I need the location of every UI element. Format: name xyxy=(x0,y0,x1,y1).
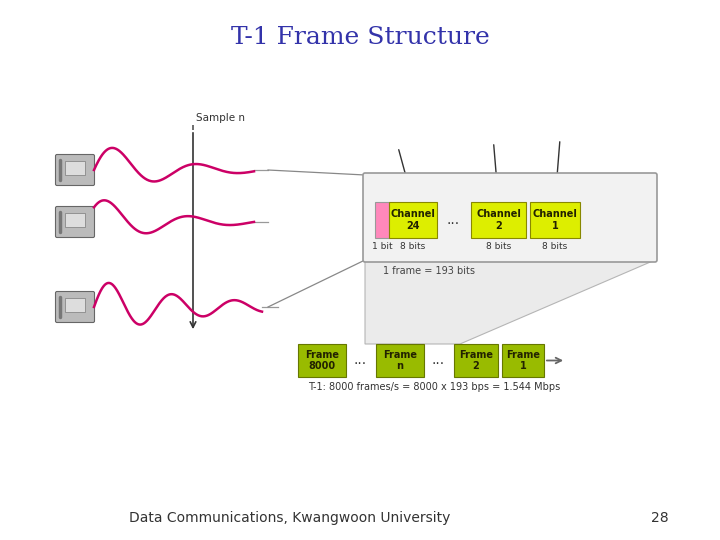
Text: Data Communications, Kwangwoon University: Data Communications, Kwangwoon Universit… xyxy=(130,511,451,525)
Text: Channel
2: Channel 2 xyxy=(476,209,521,231)
Text: 8 bits: 8 bits xyxy=(400,242,426,251)
Text: 8 bits: 8 bits xyxy=(486,242,511,251)
FancyBboxPatch shape xyxy=(298,344,346,377)
FancyBboxPatch shape xyxy=(502,344,544,377)
FancyBboxPatch shape xyxy=(530,202,580,238)
Polygon shape xyxy=(365,260,655,344)
Text: ...: ... xyxy=(354,354,366,368)
FancyBboxPatch shape xyxy=(376,344,424,377)
Text: T-1: 8000 frames/s = 8000 x 193 bps = 1.544 Mbps: T-1: 8000 frames/s = 8000 x 193 bps = 1.… xyxy=(308,382,560,392)
Text: T-1 Frame Structure: T-1 Frame Structure xyxy=(230,25,490,49)
Text: ...: ... xyxy=(446,213,459,227)
FancyBboxPatch shape xyxy=(65,161,85,175)
FancyBboxPatch shape xyxy=(471,202,526,238)
FancyBboxPatch shape xyxy=(363,173,657,262)
FancyBboxPatch shape xyxy=(65,213,85,227)
Text: Channel
1: Channel 1 xyxy=(533,209,577,231)
FancyBboxPatch shape xyxy=(375,202,389,238)
FancyBboxPatch shape xyxy=(55,206,94,238)
Text: 8 bits: 8 bits xyxy=(542,242,567,251)
Text: Frame
n: Frame n xyxy=(383,350,417,372)
Text: Channel
24: Channel 24 xyxy=(390,209,436,231)
FancyBboxPatch shape xyxy=(389,202,437,238)
Text: Frame
8000: Frame 8000 xyxy=(305,350,339,372)
FancyBboxPatch shape xyxy=(55,154,94,186)
Text: Frame
2: Frame 2 xyxy=(459,350,493,372)
Text: Sample n: Sample n xyxy=(196,113,245,123)
Text: ...: ... xyxy=(431,354,444,368)
FancyBboxPatch shape xyxy=(65,298,85,312)
Text: 28: 28 xyxy=(651,511,669,525)
Text: Frame
1: Frame 1 xyxy=(506,350,540,372)
FancyBboxPatch shape xyxy=(55,292,94,322)
Text: 1 frame = 193 bits: 1 frame = 193 bits xyxy=(383,266,475,276)
Text: 1 bit: 1 bit xyxy=(372,242,392,251)
FancyBboxPatch shape xyxy=(454,344,498,377)
